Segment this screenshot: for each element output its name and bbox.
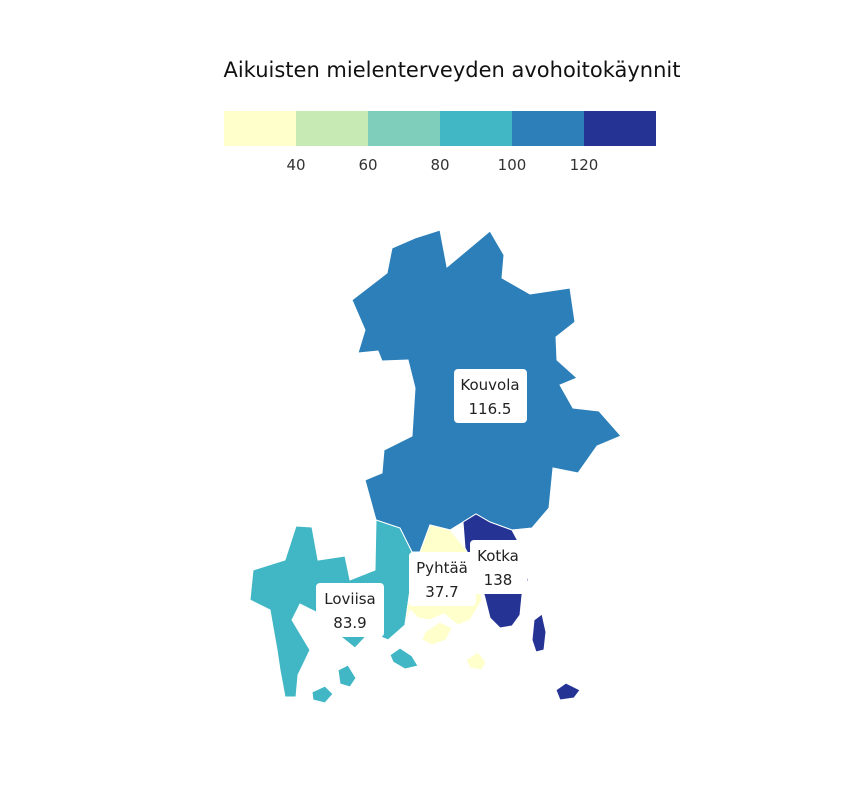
label-loviisa: Loviisa 83.9 [316,583,384,637]
label-box [316,583,384,637]
loviisa-island-1[interactable] [337,664,357,688]
kotka-island-1[interactable] [531,613,547,653]
label-box [454,369,527,423]
legend-bin-5 [512,111,584,146]
legend-tick-120: 120 [570,156,599,174]
label-name: Kotka [477,547,519,565]
legend-bin-3 [368,111,440,146]
label-name: Pyhtää [416,559,468,577]
label-kouvola: Kouvola 116.5 [454,369,527,423]
label-value: 138 [484,571,513,589]
legend-bin-6 [584,111,656,146]
legend-tick-100: 100 [498,156,527,174]
legend-tick-80: 80 [430,156,449,174]
label-box [409,552,476,606]
label-name: Loviisa [324,590,376,608]
pyhtaa-island-2[interactable] [465,651,487,671]
label-value: 116.5 [469,400,512,418]
legend-tick-40: 40 [286,156,305,174]
label-kotka: Kotka 138 [470,540,527,594]
label-name: Kouvola [460,376,519,394]
map-title: Aikuisten mielenterveyden avohoitokäynni… [223,58,680,82]
pyhtaa-island-1[interactable] [421,621,453,646]
label-box [470,540,527,594]
loviisa-island-3[interactable] [389,647,419,670]
legend-tick-60: 60 [358,156,377,174]
label-value: 37.7 [425,583,458,601]
loviisa-island-2[interactable] [311,685,334,704]
kotka-island-2[interactable] [555,682,581,701]
label-value: 83.9 [333,614,366,632]
legend-bin-4 [440,111,512,146]
legend: 40 60 80 100 120 [224,111,656,174]
legend-bin-1 [224,111,296,146]
legend-bin-2 [296,111,368,146]
label-pyhtaa: Pyhtää 37.7 [409,552,476,606]
